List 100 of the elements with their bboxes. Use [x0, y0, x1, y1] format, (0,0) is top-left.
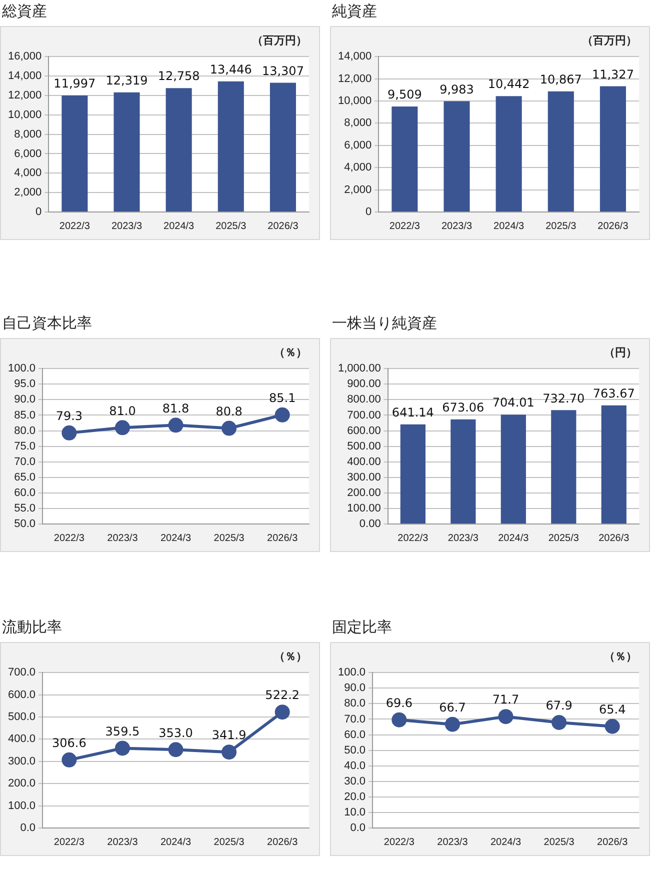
- point: [604, 718, 620, 734]
- y-tick-label: 60.0: [344, 728, 366, 741]
- y-tick-label: 60.0: [14, 486, 36, 499]
- y-tick-label: 400.0: [8, 733, 36, 746]
- y-tick-label: 10.0: [344, 806, 366, 818]
- y-tick-label: 800.00: [347, 394, 381, 406]
- y-tick-label: 16,000: [8, 50, 42, 63]
- y-tick-label: 600.00: [347, 424, 381, 437]
- x-tick-label: 2025/3: [548, 532, 580, 544]
- text: （円）: [603, 345, 638, 359]
- y-tick-label: 8,000: [344, 117, 372, 130]
- data-label: 12,758: [158, 69, 200, 84]
- x-tick-label: 2026/3: [597, 836, 628, 848]
- data-label: 13,446: [210, 62, 252, 77]
- x-tick-label: 2023/3: [107, 836, 138, 848]
- data-label: 673.06: [442, 400, 484, 415]
- point: [62, 752, 77, 768]
- data-label: 67.9: [546, 698, 572, 713]
- x-tick-label: 2025/3: [544, 836, 575, 848]
- x-tick-label: 2025/3: [216, 220, 247, 232]
- y-tick-label: 1,000.00: [338, 362, 381, 375]
- data-label: 85.1: [268, 391, 296, 406]
- data-label: 353.0: [158, 726, 193, 740]
- point: [498, 709, 514, 724]
- y-tick-label: 600.0: [8, 688, 36, 701]
- x-tick-label: 2026/3: [268, 220, 299, 232]
- bar: [500, 414, 526, 524]
- y-tick-label: 2,000: [14, 186, 42, 199]
- x-tick-label: 2026/3: [267, 532, 298, 544]
- x-tick-label: 2022/3: [59, 220, 90, 232]
- y-tick-label: 400.00: [347, 456, 381, 468]
- point: [168, 418, 184, 433]
- data-label: 763.67: [592, 386, 635, 400]
- y-tick-label: 300.00: [347, 471, 381, 484]
- x-tick-label: 2025/3: [214, 532, 245, 544]
- bar: [600, 86, 626, 212]
- x-tick-label: 2022/3: [389, 220, 420, 232]
- x-tick-label: 2023/3: [107, 532, 138, 544]
- text: （百万円）: [251, 33, 308, 47]
- y-tick-label: 2,000: [344, 184, 372, 196]
- x-tick-label: 2023/3: [111, 220, 142, 232]
- y-tick-label: 100.00: [347, 502, 381, 514]
- data-label: 9,509: [388, 88, 422, 102]
- x-tick-label: 2025/3: [546, 220, 577, 232]
- x-tick-label: 2026/3: [598, 532, 630, 544]
- x-tick-label: 2023/3: [437, 836, 468, 848]
- y-tick-label: 200.00: [347, 486, 381, 499]
- y-tick-label: 50.0: [344, 744, 366, 756]
- data-label: 522.2: [265, 688, 300, 702]
- y-tick-label: 4,000: [14, 167, 42, 180]
- x-tick-label: 2026/3: [598, 220, 629, 232]
- bar: [114, 92, 140, 212]
- y-tick-label: 12,000: [338, 72, 372, 85]
- x-tick-label: 2024/3: [164, 220, 195, 232]
- point: [168, 742, 184, 758]
- x-tick-label: 2024/3: [160, 532, 192, 544]
- y-tick-label: 100.0: [338, 666, 366, 679]
- y-tick-label: 0: [366, 206, 372, 218]
- y-tick-label: 95.0: [14, 378, 36, 390]
- y-tick-label: 0: [36, 206, 42, 218]
- data-label: 66.7: [439, 700, 466, 714]
- y-tick-label: 50.0: [14, 518, 36, 530]
- y-tick-label: 10,000: [338, 95, 372, 108]
- data-label: 81.8: [162, 401, 190, 416]
- point: [274, 704, 290, 720]
- y-tick-label: 14,000: [8, 70, 42, 82]
- x-tick-label: 2024/3: [160, 836, 192, 848]
- y-tick-label: 90.0: [14, 394, 36, 406]
- y-tick-label: 14,000: [338, 50, 372, 63]
- data-label: 11,327: [592, 67, 634, 82]
- y-tick-label: 75.0: [14, 440, 36, 452]
- x-tick-label: 2025/3: [214, 836, 245, 848]
- data-label: 71.7: [492, 692, 520, 707]
- y-tick-label: 500.00: [347, 440, 381, 452]
- data-label: 704.01: [492, 396, 534, 410]
- point: [114, 420, 130, 436]
- data-label: 12,319: [106, 73, 148, 88]
- y-tick-label: 55.0: [14, 502, 36, 514]
- bar: [270, 82, 296, 212]
- bar: [444, 101, 470, 212]
- y-tick-label: 200.0: [8, 778, 36, 790]
- point: [222, 420, 237, 436]
- data-label: 13,307: [262, 64, 304, 78]
- y-tick-label: 6,000: [14, 148, 42, 160]
- data-label: 69.6: [386, 696, 413, 710]
- y-tick-label: 40.0: [344, 760, 366, 772]
- x-tick-label: 2024/3: [494, 220, 525, 232]
- y-tick-label: 100.0: [8, 800, 36, 812]
- text: （％）: [603, 649, 638, 663]
- y-tick-label: 900.00: [347, 378, 381, 390]
- chart-title: 流動比率: [1, 617, 63, 638]
- y-tick-label: 0.00: [359, 518, 381, 530]
- text: （％）: [273, 345, 308, 359]
- data-label: 359.5: [105, 724, 140, 738]
- bar: [496, 96, 522, 212]
- x-tick-label: 2023/3: [441, 220, 472, 232]
- data-label: 80.8: [216, 404, 242, 418]
- x-tick-label: 2022/3: [54, 532, 85, 544]
- data-label: 79.3: [56, 409, 83, 424]
- point: [114, 740, 130, 756]
